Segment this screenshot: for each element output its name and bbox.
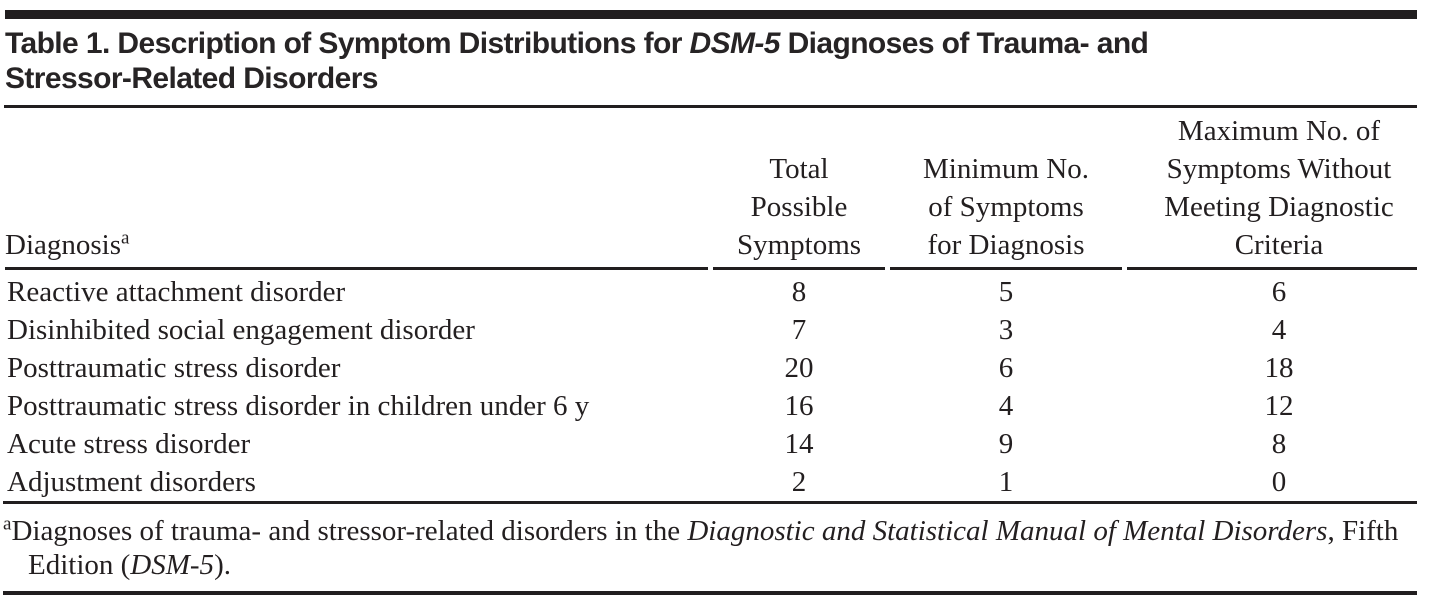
header-line: of Symptoms — [928, 191, 1084, 223]
table-cell-min: 5 — [998, 276, 1014, 308]
table-cell-min: 9 — [998, 428, 1014, 460]
table-title-italic-dsm5: DSM-5 — [689, 27, 781, 60]
header-line: for Diagnosis — [927, 229, 1085, 261]
column-header-maximum-symptoms: Maximum No. of Symptoms Without Meeting … — [1127, 108, 1417, 270]
header-line: Minimum No. — [923, 153, 1089, 185]
table-title: Table 1. Description of Symptom Distribu… — [5, 26, 1417, 96]
column-header-diagnosis: Diagnosisa — [5, 108, 708, 270]
bottom-rule — [3, 591, 1417, 595]
column-header-minimum-symptoms: Minimum No. of Symptoms for Diagnosis — [890, 108, 1122, 270]
table-cell-max: 4 — [1271, 314, 1287, 346]
table-cell-min: 3 — [998, 314, 1014, 346]
column-header-diagnosis-label: Diagnosisa — [5, 226, 708, 264]
header-line: Total — [769, 153, 829, 185]
diagnosis-label-text: Diagnosis — [5, 229, 121, 261]
top-rule-thick — [5, 10, 1417, 19]
footnote-text-mid: , Fifth Edition ( — [28, 515, 1399, 581]
table-row-diagnosis: Disinhibited social engagement disorder — [7, 314, 475, 346]
header-line: Criteria — [1234, 229, 1324, 261]
table-footnote: aDiagnoses of trauma- and stressor-relat… — [3, 514, 1417, 582]
table-row-diagnosis: Posttraumatic stress disorder in childre… — [7, 390, 590, 422]
footnote-italic-manual-title: Diagnostic and Statistical Manual of Men… — [687, 515, 1328, 547]
table-cell-max: 12 — [1264, 390, 1294, 422]
table-title-text-cont: Diagnoses of Trauma- and — [779, 27, 1149, 60]
table-row-diagnosis: Reactive attachment disorder — [7, 276, 346, 308]
body-bottom-rule — [3, 501, 1417, 504]
table-cell-total: 16 — [784, 390, 814, 422]
table-cell-total: 20 — [784, 352, 814, 384]
title-bottom-rule — [4, 105, 1417, 108]
diagnosis-footnote-marker: a — [121, 227, 130, 249]
header-line: Maximum No. of — [1177, 115, 1381, 147]
table-row-diagnosis: Adjustment disorders — [7, 466, 256, 498]
table-cell-total: 8 — [791, 276, 807, 308]
footnote-text-end: ). — [214, 549, 231, 581]
table-row-diagnosis: Posttraumatic stress disorder — [7, 352, 341, 384]
table-header-row: Diagnosisa Total Possible Symptoms Minim… — [5, 108, 1417, 270]
table-cell-max: 18 — [1264, 352, 1294, 384]
header-line: Symptoms Without — [1166, 153, 1392, 185]
table-cell-max: 0 — [1271, 466, 1287, 498]
footnote-italic-dsm5: DSM-5 — [130, 549, 215, 581]
table-cell-min: 4 — [998, 390, 1014, 422]
table-cell-min: 6 — [998, 352, 1014, 384]
table-cell-min: 1 — [998, 466, 1014, 498]
table-cell-max: 6 — [1271, 276, 1287, 308]
column-header-total-possible-symptoms: Total Possible Symptoms — [713, 108, 885, 270]
table-body: Reactive attachment disorder 8 5 6 Disin… — [5, 270, 1417, 501]
table-cell-total: 2 — [791, 466, 807, 498]
header-line: Possible — [750, 191, 848, 223]
footnote-text: Diagnoses of trauma- and stressor-relate… — [11, 515, 688, 547]
table-cell-total: 14 — [784, 428, 814, 460]
table-title-line2: Stressor-Related Disorders — [5, 62, 378, 95]
table-title-text: Table 1. Description of Symptom Distribu… — [5, 27, 690, 60]
footnote-marker: a — [3, 513, 12, 535]
table-row-diagnosis: Acute stress disorder — [7, 428, 251, 460]
header-line: Symptoms — [736, 229, 862, 261]
header-line: Meeting Diagnostic — [1164, 191, 1394, 223]
table-cell-max: 8 — [1271, 428, 1287, 460]
table-cell-total: 7 — [791, 314, 807, 346]
